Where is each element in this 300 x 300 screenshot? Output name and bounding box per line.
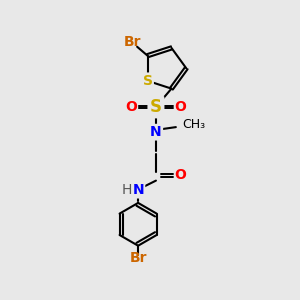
- Text: N: N: [132, 183, 144, 197]
- Text: S: S: [142, 74, 152, 88]
- Text: O: O: [126, 100, 137, 114]
- Text: S: S: [150, 98, 162, 116]
- Text: CH₃: CH₃: [183, 118, 206, 131]
- Text: H: H: [122, 183, 132, 197]
- Text: O: O: [174, 168, 186, 182]
- Text: N: N: [150, 125, 162, 139]
- Text: Br: Br: [129, 251, 147, 265]
- Text: O: O: [174, 100, 186, 114]
- Text: Br: Br: [124, 35, 141, 49]
